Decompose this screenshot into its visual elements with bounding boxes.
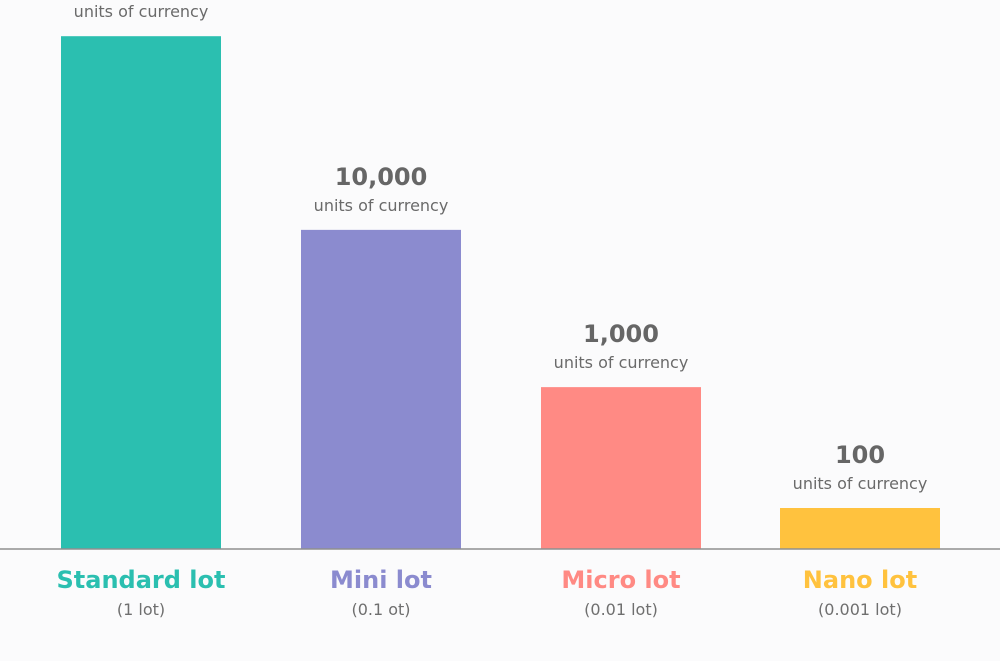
unit-label: units of currency xyxy=(314,196,449,215)
unit-label: units of currency xyxy=(74,2,209,21)
unit-label: units of currency xyxy=(554,353,689,372)
bar-micro-lot xyxy=(541,387,701,549)
value-label: 100 xyxy=(835,441,885,469)
category-label: Standard lot xyxy=(57,566,226,594)
bar-standard-lot xyxy=(61,36,221,549)
category-label: Nano lot xyxy=(803,566,917,594)
bar-mini-lot xyxy=(301,229,461,549)
value-label: 10,000 xyxy=(335,163,428,191)
bars-layer xyxy=(61,36,940,549)
bar-nano-lot xyxy=(780,508,940,549)
category-label: Micro lot xyxy=(561,566,680,594)
value-label: 1,000 xyxy=(583,320,659,348)
category-sublabel: (0.1 ot) xyxy=(351,600,410,619)
category-sublabel: (0.001 lot) xyxy=(818,600,902,619)
unit-label: units of currency xyxy=(793,474,928,493)
category-sublabel: (1 lot) xyxy=(117,600,165,619)
category-label: Mini lot xyxy=(330,566,432,594)
category-sublabel: (0.01 lot) xyxy=(584,600,658,619)
